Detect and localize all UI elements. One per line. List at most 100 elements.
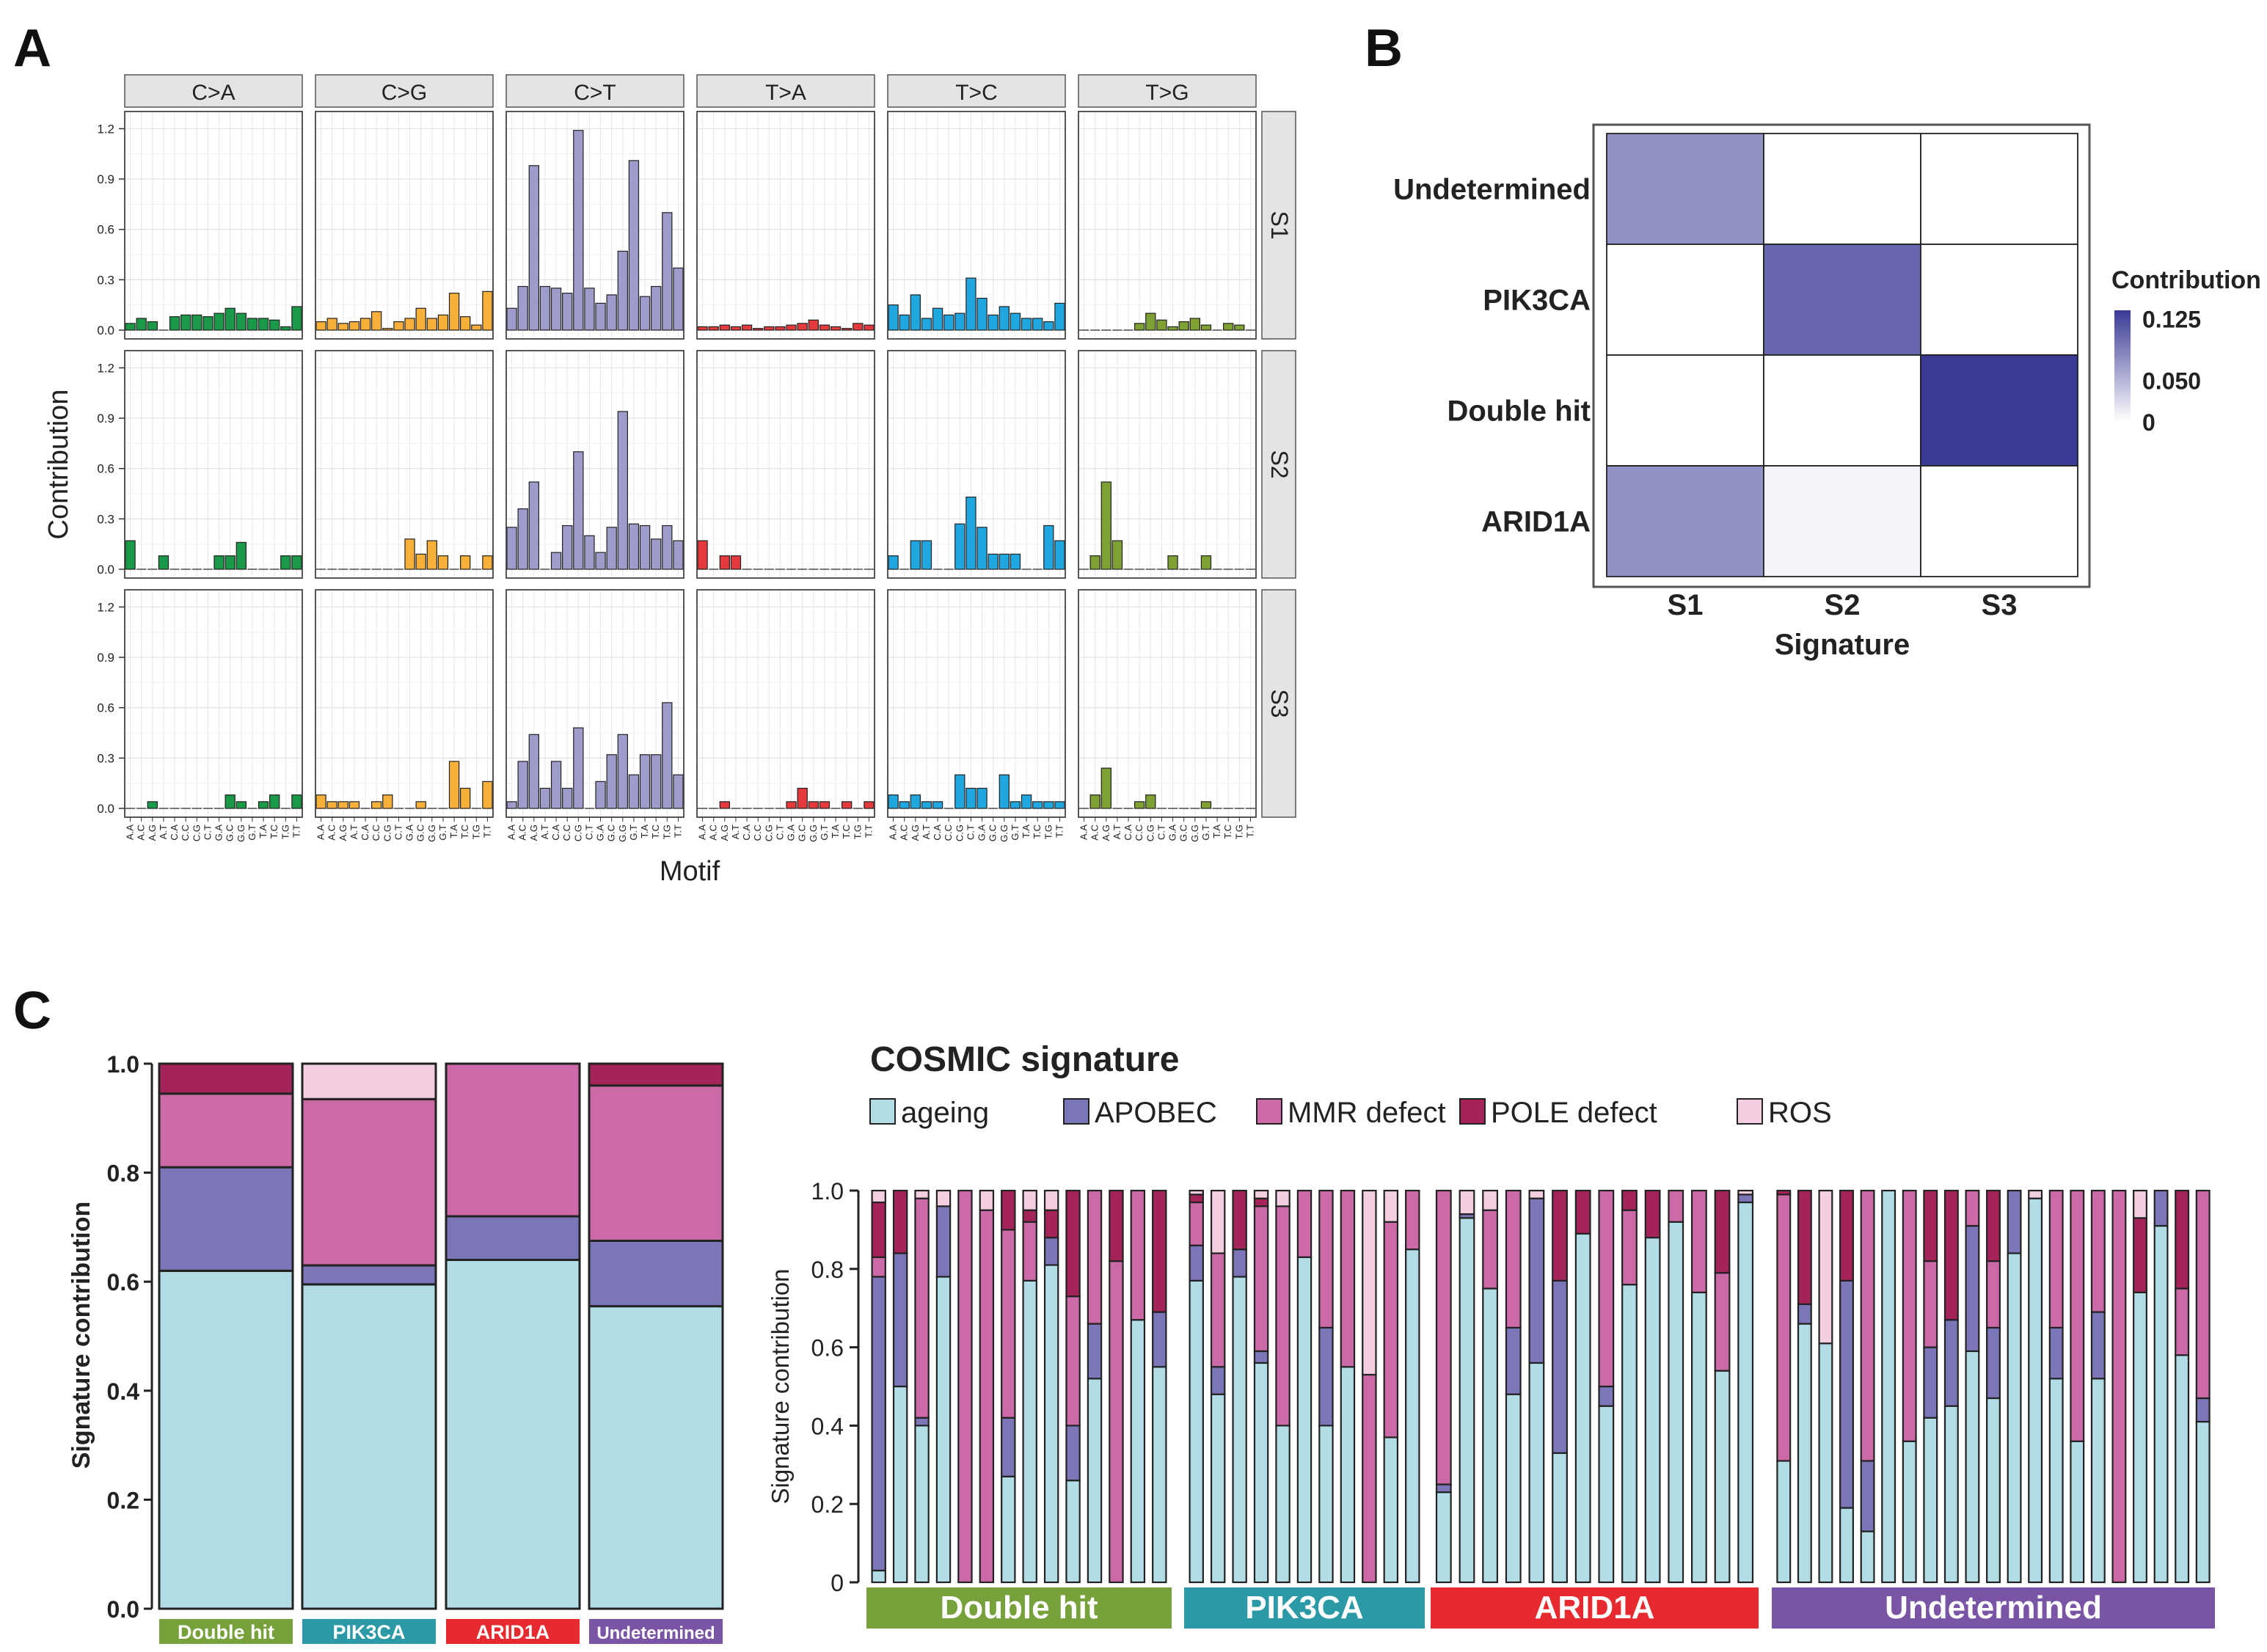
sample-bar-pik3ca-8-mmr-defect [1340,1189,1356,1368]
bar-S3-C>G-G.C [415,801,426,809]
sample-bar-undetermined-9-pole-defect [1943,1189,1959,1321]
x-tick-label-G.T: G.T [1200,825,1211,841]
bar-S2-C>T-T.A [639,525,651,570]
sample-bar-undetermined-12-apobec [2007,1189,2022,1254]
bar-S1-T>C-C.T [965,277,976,331]
bar-S3-C>T-A.T [539,787,551,809]
sample-bar-pik3ca-3-ageing [1232,1276,1247,1584]
sample-bar-undetermined-6-ageing [1881,1189,1897,1584]
cosmic-legend-title: COSMIC signature [870,1040,1179,1079]
bar-S3-C>T-G.C [606,754,617,809]
heatmap-col-label: S1 [1668,589,1704,621]
x-tick-label-T.G: T.G [470,825,481,839]
bar-S1-C>G-C.T [393,321,404,331]
bar-S1-C>A-G.A [213,313,224,331]
group-banner-undetermined [1772,1587,2215,1629]
legend-tick-label: 0.125 [2142,306,2201,332]
x-tick-label-G.G: G.G [426,825,437,842]
bar-S3-C>T-T.A [639,754,651,809]
group-label: Undetermined [596,1623,715,1643]
sample-bar-arid1a-2-ros [1459,1189,1475,1216]
sample-bar-arid1a-14-ageing [1737,1201,1754,1584]
bar-S2-T>A-A.A [697,540,708,570]
facet-border [124,111,303,340]
facet-panel [697,112,875,339]
stack-segment-undetermined-pole-defect [588,1062,724,1087]
sample-bar-double-hit-2-ageing [892,1385,908,1584]
sample-bar-arid1a-8-apobec [1598,1385,1615,1407]
sample-bar-double-hit-1-mmr-defect [871,1256,886,1278]
group-banner-pik3ca [1184,1587,1425,1629]
stack-segment-pik3ca-apobec [301,1264,437,1286]
sample-bar-double-hit-2-pole-defect [892,1189,908,1254]
bar-S1-T>A-G.A [786,324,797,331]
row-strip-S3 [1261,589,1296,818]
y-tick-label: 0.6 [107,1269,139,1295]
sample-bar-double-hit-8-pole-defect [1022,1209,1037,1223]
bar-S3-T>C-T.A [1021,794,1032,809]
x-tick-label-T.C: T.C [650,825,661,839]
legend-swatch-mmr-defect [1256,1098,1282,1125]
bar-S1-C>G-T.T [482,290,493,331]
bar-S1-C>T-T.A [639,296,651,331]
bar-S3-C>T-A.A [506,801,517,809]
bar-S3-C>T-T.G [662,702,673,809]
legend-swatch-ros [1737,1098,1763,1125]
sample-bar-pik3ca-8-ageing [1340,1366,1356,1584]
bar-S1-T>A-A.G [719,324,730,331]
sample-bar-pik3ca-9-mmr-defect [1362,1373,1377,1584]
x-tick-label-T.T: T.T [291,825,302,838]
y-tick-label: 1.2 [97,122,114,136]
bar-S1-T>G-T.C [1223,323,1234,331]
sample-bar-undetermined-3-ageing [1818,1342,1833,1584]
bar-S2-T>C-G.G [999,553,1010,570]
x-tick-label-T.C: T.C [269,825,280,839]
bar-S1-C>G-C.G [382,328,393,331]
sample-bar-undetermined-21-apobec [2195,1397,2211,1423]
bar-S3-C>G-T.T [482,781,493,809]
x-tick-label-T.G: T.G [1233,825,1244,839]
bar-S1-C>T-C.G [573,130,584,331]
x-tick-label-A.T: A.T [539,825,550,839]
sample-bar-arid1a-9-pole-defect [1621,1189,1638,1211]
bar-S2-T>C-A.A [888,555,899,570]
y-tick-label: 0.6 [97,223,114,237]
bar-S2-C>A-G.A [213,555,224,570]
x-tick-label-T.A: T.A [1021,825,1032,838]
bar-S1-T>G-G.C [1178,321,1189,331]
sample-bar-double-hit-1-pole-defect [871,1201,886,1258]
bar-S1-C>G-G.T [437,314,449,331]
y-tick-label: 0.0 [97,324,114,337]
bar-S2-C>T-A.G [528,481,539,570]
facet-border [887,589,1066,818]
sample-bar-undetermined-2-ageing [1797,1323,1812,1584]
x-tick-label-C.C: C.C [370,825,382,841]
x-tick-label-A.C: A.C [326,825,337,841]
bar-S1-T>C-T.T [1054,302,1065,331]
stack-segment-double-hit-mmr-defect [158,1092,294,1169]
sample-bar-pik3ca-1-ros [1189,1189,1204,1196]
bar-S3-T>C-A.T [921,801,932,809]
sample-bar-arid1a-5-ageing [1528,1362,1545,1584]
sample-bar-arid1a-5-apobec [1528,1197,1545,1364]
panel-b-signature-heatmap: Undetermined PIK3CA Double hit ARID1A S1 S2 S3… [1393,123,2261,661]
bar-S3-C>G-C.G [382,794,393,809]
sample-bar-undetermined-21-ageing [2195,1420,2211,1584]
sample-bar-undetermined-11-apobec [1986,1326,2001,1400]
facet-label-T>C: T>C [955,81,998,105]
sample-bar-undetermined-11-ageing [1986,1397,2001,1584]
sample-bar-undetermined-16-ageing [2090,1378,2106,1584]
group-label-box-arid1a [446,1619,580,1644]
x-tick-label-G.C: G.C [415,825,426,841]
facet-border [505,589,685,818]
x-tick-label-C.C: C.C [180,825,191,841]
x-tick-label-A.G: A.G [337,825,348,841]
row-strip-S1 [1261,111,1296,340]
bar-S1-T>G-C.T [1156,319,1167,331]
bar-S2-T>C-G.C [988,553,999,570]
x-tick-label-C.G: C.G [763,825,774,841]
heatmap-cell-pik3ca-s2 [1763,244,1921,356]
bar-S1-T>C-A.T [921,318,932,331]
bar-S1-T>A-T.G [853,323,864,331]
